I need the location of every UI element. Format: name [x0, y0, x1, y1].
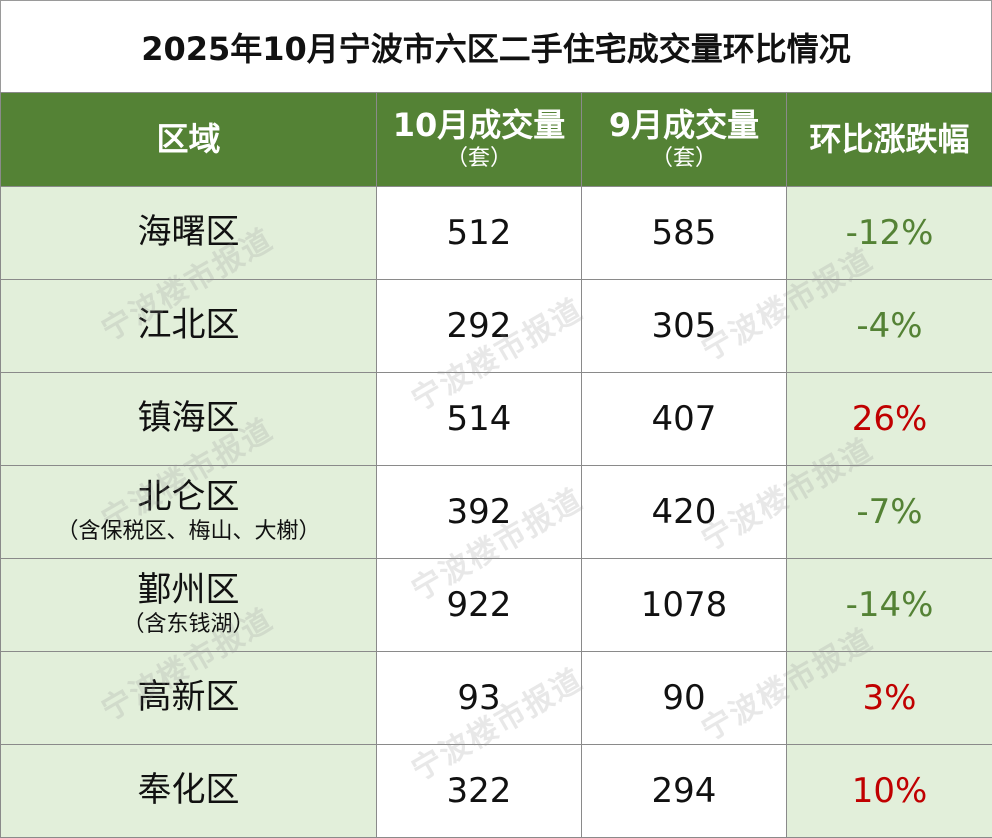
header-oct-label: 10月成交量: [392, 105, 566, 144]
oct-volume-cell: 93: [376, 651, 582, 745]
oct-volume-cell: 292: [376, 279, 582, 373]
table-row: 北仑区 （含保税区、梅山、大榭） 392 420 -7%: [0, 465, 992, 559]
sep-volume-cell: 585: [581, 186, 787, 280]
sep-volume-cell: 90: [581, 651, 787, 745]
change-cell: 3%: [786, 651, 992, 745]
table-row: 江北区 292 305 -4%: [0, 279, 992, 373]
change-cell: -4%: [786, 279, 992, 373]
header-oct-unit: （套）: [445, 146, 512, 171]
oct-volume-cell: 922: [376, 558, 582, 652]
change-cell: 10%: [786, 744, 992, 838]
oct-volume-cell: 322: [376, 744, 582, 838]
table-row: 镇海区 514 407 26%: [0, 372, 992, 466]
change-cell: -12%: [786, 186, 992, 280]
region-cell: 江北区: [0, 279, 377, 373]
sep-volume-cell: 1078: [581, 558, 787, 652]
region-cell: 镇海区: [0, 372, 377, 466]
sep-volume-cell: 407: [581, 372, 787, 466]
region-cell: 高新区: [0, 651, 377, 745]
data-table: 区域 10月成交量 （套） 9月成交量 （套） 环比涨跌幅 海曙区 512 585-…: [0, 92, 992, 838]
change-cell: 26%: [786, 372, 992, 466]
header-change: 环比涨跌幅: [786, 92, 992, 187]
region-cell: 奉化区: [0, 744, 377, 838]
table-row: 鄞州区 （含东钱湖） 922 1078 -14%: [0, 558, 992, 652]
sep-volume-cell: 294: [581, 744, 787, 838]
change-cell: -7%: [786, 465, 992, 559]
region-note: （含东钱湖）: [122, 612, 255, 638]
sep-volume-cell: 420: [581, 465, 787, 559]
header-sep-label: 9月成交量: [608, 105, 760, 144]
region-name: 奉化区: [137, 770, 240, 811]
region-name: 镇海区: [137, 398, 240, 439]
region-name: 海曙区: [137, 212, 240, 253]
table-row: 高新区 93 90 3%: [0, 651, 992, 745]
region-cell: 海曙区: [0, 186, 377, 280]
region-name: 高新区: [137, 677, 240, 718]
header-region: 区域: [0, 92, 377, 187]
change-cell: -14%: [786, 558, 992, 652]
header-sep: 9月成交量 （套）: [581, 92, 787, 187]
header-row: 区域 10月成交量 （套） 9月成交量 （套） 环比涨跌幅: [0, 92, 992, 187]
region-cell: 北仑区 （含保税区、梅山、大榭）: [0, 465, 377, 559]
page-title: 2025年10月宁波市六区二手住宅成交量环比情况: [0, 0, 992, 92]
table-row: 海曙区 512 585 -12%: [0, 186, 992, 280]
table-row: 奉化区 322 294 10%: [0, 744, 992, 838]
region-name: 鄞州区: [137, 570, 240, 611]
oct-volume-cell: 514: [376, 372, 582, 466]
region-cell: 鄞州区 （含东钱湖）: [0, 558, 377, 652]
region-name: 北仑区: [137, 477, 240, 518]
oct-volume-cell: 512: [376, 186, 582, 280]
region-name: 江北区: [137, 305, 240, 346]
region-note: （含保税区、梅山、大榭）: [56, 519, 321, 545]
header-sep-unit: （套）: [650, 146, 717, 171]
oct-volume-cell: 392: [376, 465, 582, 559]
header-oct: 10月成交量 （套）: [376, 92, 582, 187]
sep-volume-cell: 305: [581, 279, 787, 373]
